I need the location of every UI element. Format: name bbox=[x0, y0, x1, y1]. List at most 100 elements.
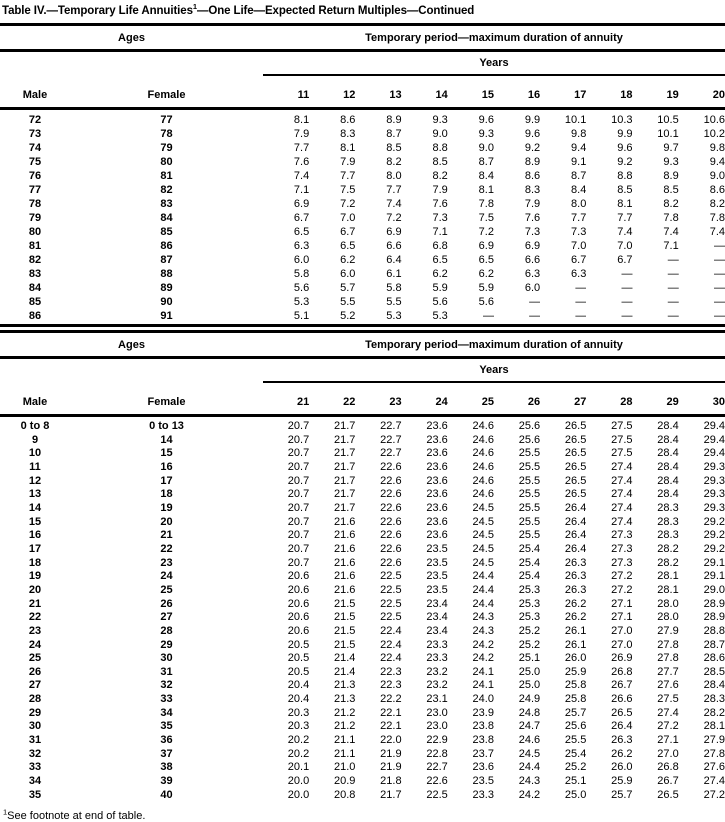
female-age-cell: 82 bbox=[160, 184, 173, 196]
value-cell: 8.6 bbox=[709, 184, 725, 196]
value-cell: 6.7 bbox=[617, 254, 633, 266]
value-cell: 26.4 bbox=[611, 720, 633, 733]
value-cell: 7.9 bbox=[293, 128, 310, 140]
value-cell: 21.3 bbox=[333, 679, 356, 692]
value-cell: 7.6 bbox=[293, 156, 310, 168]
value-cell: 23.4 bbox=[426, 597, 448, 610]
table-row: 85 90 5.3 5.5 5.5 5.6 5.6 — — — — — bbox=[0, 295, 725, 309]
value-cell: 22.5 bbox=[426, 788, 448, 801]
value-cell: 29.2 bbox=[703, 515, 725, 528]
value-cell: 21.6 bbox=[333, 556, 356, 569]
value-cell: 24.4 bbox=[472, 583, 494, 596]
value-cell: 23.6 bbox=[426, 474, 448, 487]
value-cell: 20.9 bbox=[333, 775, 356, 788]
value-cell: 22.6 bbox=[380, 556, 402, 569]
value-cell: 9.6 bbox=[524, 128, 541, 140]
value-cell: 6.7 bbox=[293, 212, 310, 224]
value-cell: 24.7 bbox=[518, 720, 541, 733]
value-cell: 6.9 bbox=[293, 198, 310, 210]
value-cell: 25.5 bbox=[518, 474, 541, 487]
male-age-cell: 11 bbox=[29, 460, 41, 473]
table-row: 23 28 20.6 21.5 22.4 23.4 24.3 25.2 26.1 27.0 27.9… bbox=[0, 625, 725, 639]
value-cell: 28.6 bbox=[703, 652, 725, 665]
value-cell: 5.9 bbox=[478, 282, 494, 294]
value-cell: 7.2 bbox=[340, 198, 356, 210]
value-cell: 28.1 bbox=[657, 583, 679, 596]
value-cell: 23.9 bbox=[472, 706, 494, 719]
male-age-cell: 31 bbox=[28, 734, 42, 747]
value-cell: 5.6 bbox=[293, 282, 310, 294]
value-cell: 26.4 bbox=[564, 515, 587, 528]
value-cell: 6.9 bbox=[478, 240, 494, 252]
value-cell: 21.2 bbox=[333, 720, 356, 733]
value-cell: — bbox=[621, 268, 633, 280]
table-row: 33 38 20.1 21.0 21.9 22.7 23.6 24.4 25.2 26.0 26.8… bbox=[0, 761, 725, 775]
male-age-cell: 19 bbox=[28, 570, 42, 583]
male-age-cell: 34 bbox=[28, 775, 42, 788]
female-age-cell: 33 bbox=[160, 693, 173, 706]
female-age-cell: 29 bbox=[160, 638, 173, 651]
value-cell: 28.9 bbox=[703, 597, 725, 610]
value-cell: 8.1 bbox=[293, 114, 310, 126]
value-cell: 23.5 bbox=[426, 542, 448, 555]
female-age-cell: 38 bbox=[160, 761, 173, 774]
value-cell: 20.2 bbox=[287, 734, 310, 747]
year-column-header: 22 bbox=[309, 382, 356, 417]
value-cell: 9.2 bbox=[617, 156, 633, 168]
value-cell: 26.2 bbox=[564, 611, 587, 624]
value-cell: 21.4 bbox=[333, 665, 356, 678]
value-cell: 23.6 bbox=[426, 529, 448, 542]
value-cell: 9.0 bbox=[478, 142, 494, 154]
value-cell: 24.0 bbox=[472, 693, 494, 706]
value-cell: 21.7 bbox=[333, 474, 356, 487]
value-cell: 9.0 bbox=[432, 128, 448, 140]
female-age-cell: 18 bbox=[160, 488, 173, 501]
value-cell: 20.3 bbox=[287, 706, 310, 719]
female-age-cell: 24 bbox=[160, 570, 173, 583]
year-column-header: 27 bbox=[540, 382, 587, 417]
value-cell: 7.0 bbox=[340, 212, 356, 224]
value-cell: 27.3 bbox=[611, 529, 633, 542]
value-cell: 20.5 bbox=[287, 652, 310, 665]
value-cell: 21.0 bbox=[333, 761, 356, 774]
column-header-row: Male Female 11 12 13 14 15 16 17 18 19 2… bbox=[0, 75, 725, 110]
female-age-cell: 80 bbox=[160, 156, 173, 168]
value-cell: 27.2 bbox=[611, 583, 633, 596]
value-cell: — bbox=[714, 254, 725, 266]
value-cell: 25.6 bbox=[564, 720, 587, 733]
table-row: 82 87 6.0 6.2 6.4 6.5 6.5 6.6 6.7 6.7 — — bbox=[0, 253, 725, 267]
value-cell: 24.5 bbox=[472, 501, 494, 514]
value-cell: 6.9 bbox=[386, 226, 402, 238]
year-column-header: 12 bbox=[309, 75, 356, 110]
value-cell: 25.9 bbox=[611, 775, 633, 788]
table-row: 30 35 20.3 21.2 22.1 23.0 23.8 24.7 25.6 26.4 27.2… bbox=[0, 720, 725, 734]
value-cell: 22.0 bbox=[380, 734, 402, 747]
value-cell: 6.0 bbox=[340, 268, 356, 280]
value-cell: 6.2 bbox=[432, 268, 448, 280]
female-age-cell: 78 bbox=[160, 128, 173, 140]
value-cell: 22.5 bbox=[380, 611, 402, 624]
value-cell: 26.5 bbox=[564, 488, 587, 501]
table-body: 72 77 8.1 8.6 8.9 9.3 9.6 9.9 10.1 10.3 10.5 10.6 73… bbox=[0, 109, 725, 324]
male-age-cell: 75 bbox=[28, 156, 42, 168]
value-cell: 29.4 bbox=[703, 433, 725, 446]
value-cell: 5.5 bbox=[340, 296, 356, 308]
value-cell: 25.5 bbox=[518, 529, 541, 542]
value-cell: 6.6 bbox=[386, 240, 402, 252]
female-age-cell: 90 bbox=[160, 296, 173, 308]
value-cell: 8.4 bbox=[571, 184, 587, 196]
value-cell: 28.4 bbox=[703, 679, 725, 692]
value-cell: 9.8 bbox=[709, 142, 725, 154]
period-header: Temporary period—maximum duration of ann… bbox=[263, 23, 725, 52]
value-cell: 27.4 bbox=[657, 706, 679, 719]
table-row: 19 24 20.6 21.6 22.5 23.5 24.4 25.4 26.3 27.2 28.1… bbox=[0, 570, 725, 584]
year-column-header: 25 bbox=[447, 382, 494, 417]
value-cell: 22.6 bbox=[380, 488, 402, 501]
value-cell: 7.7 bbox=[617, 212, 633, 224]
value-cell: 24.5 bbox=[472, 556, 494, 569]
value-cell: 6.5 bbox=[340, 240, 356, 252]
footnote: 1See footnote at end of table. bbox=[0, 802, 725, 822]
value-cell: — bbox=[667, 282, 679, 294]
value-cell: 24.1 bbox=[472, 679, 494, 692]
value-cell: 23.6 bbox=[426, 433, 448, 446]
